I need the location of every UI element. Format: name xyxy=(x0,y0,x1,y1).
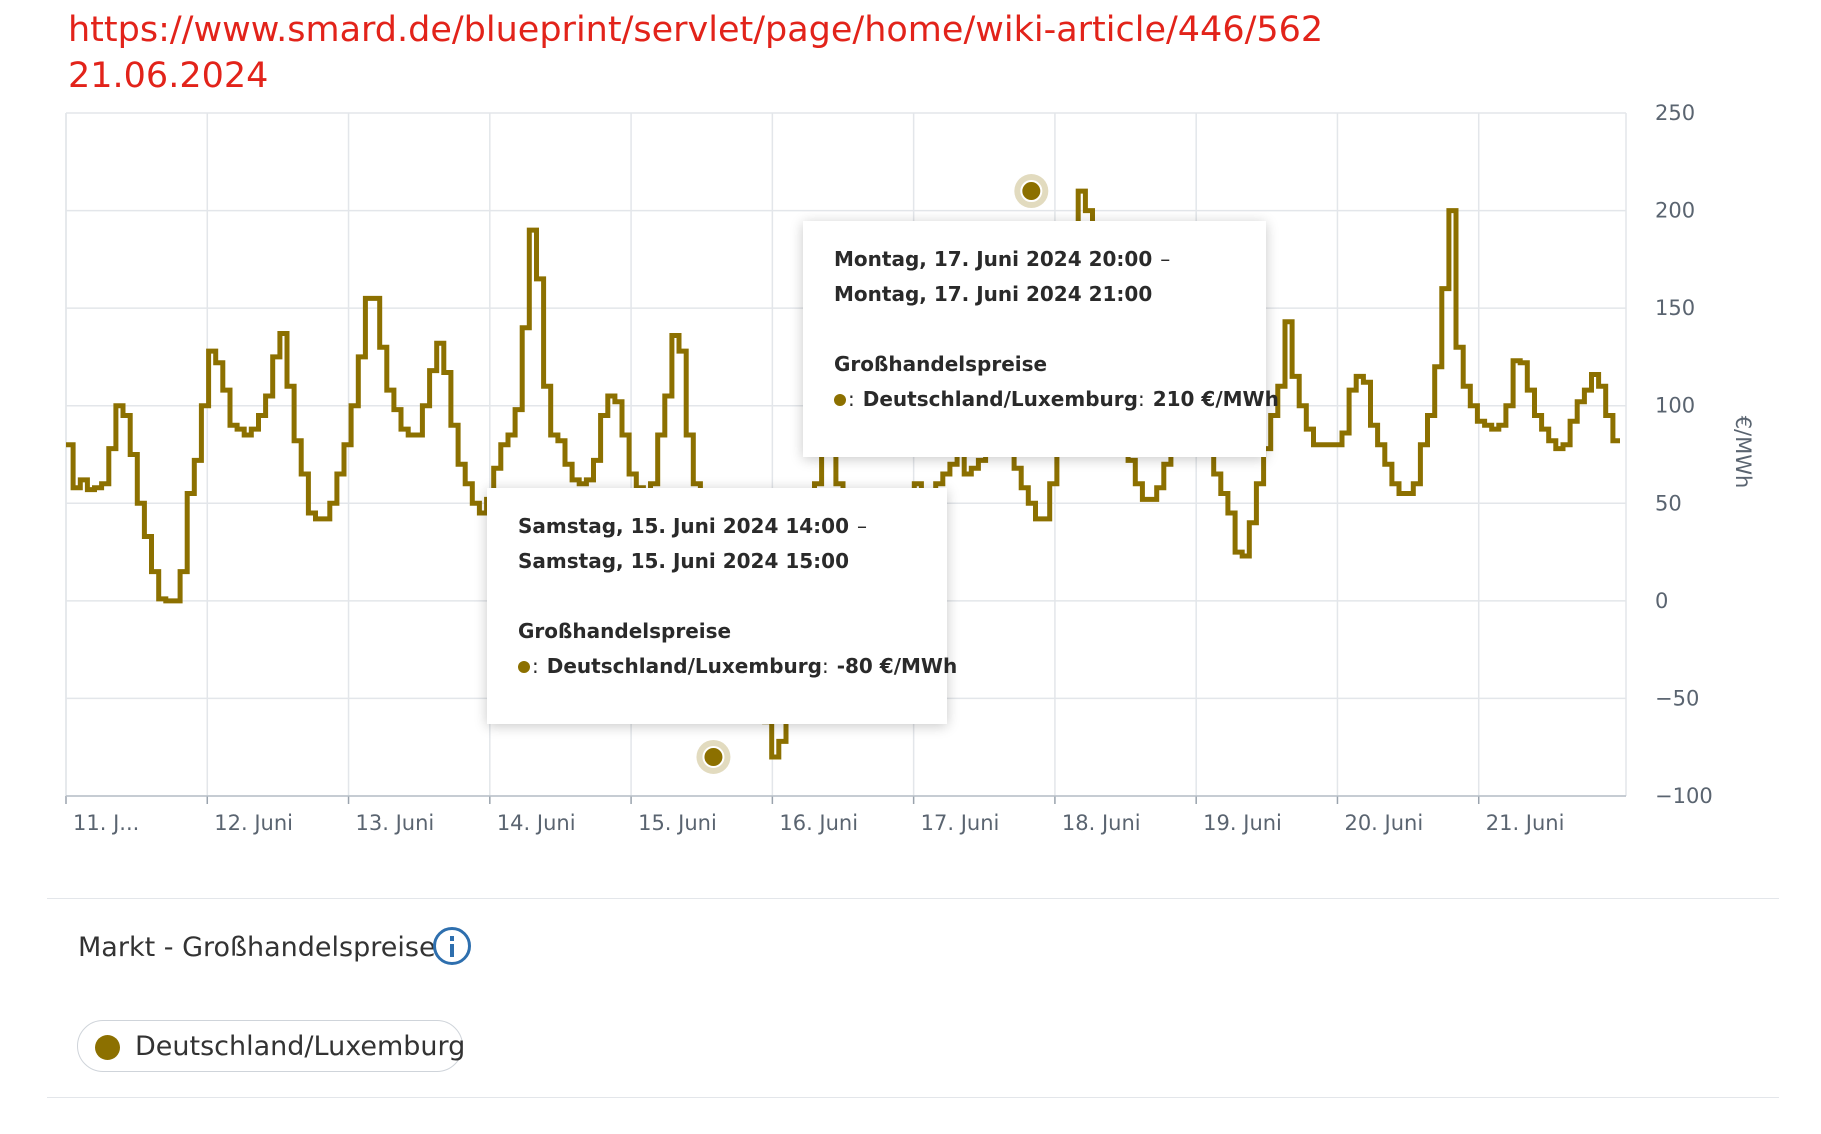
y-tick-label: 50 xyxy=(1655,491,1682,515)
source-url: https://www.smard.de/blueprint/servlet/p… xyxy=(68,10,1324,50)
info-icon[interactable] xyxy=(433,927,471,965)
tooltip-category: Großhandelspreise xyxy=(518,619,732,643)
tooltip-series: Deutschland/Luxemburg xyxy=(546,654,822,678)
x-tick-label: 14. Juni xyxy=(497,811,576,835)
tooltip-period-end: Montag, 17. Juni 2024 21:00 xyxy=(834,282,1153,306)
x-tick-label: 19. Juni xyxy=(1203,811,1282,835)
info-icon-bar xyxy=(450,944,454,957)
tooltip-category: Großhandelspreise xyxy=(834,352,1048,376)
legend-chip-deutschland-luxemburg[interactable]: Deutschland/Luxemburg xyxy=(77,1020,466,1072)
y-tick-label: −100 xyxy=(1655,784,1713,808)
tooltip-value: -80 €/MWh xyxy=(836,654,958,678)
marker-point xyxy=(1020,180,1043,203)
tooltip-value: 210 €/MWh xyxy=(1152,387,1279,411)
y-tick-label: 200 xyxy=(1655,199,1695,223)
series-dot-icon xyxy=(834,394,846,406)
y-tick-label: 250 xyxy=(1655,101,1695,125)
divider-bottom xyxy=(47,1097,1779,1098)
x-tick-label: 11. J... xyxy=(73,811,139,835)
series-dot-icon xyxy=(518,661,530,673)
panel-title: Markt - Großhandelspreise xyxy=(78,932,436,963)
x-tick-label: 15. Juni xyxy=(638,811,717,835)
marker-point xyxy=(702,745,725,768)
x-tick-label: 18. Juni xyxy=(1062,811,1141,835)
tooltip-dash: – xyxy=(857,514,867,538)
tooltip-series: Deutschland/Luxemburg xyxy=(862,387,1138,411)
y-tick-label: 0 xyxy=(1655,589,1668,613)
x-tick-label: 13. Juni xyxy=(356,811,435,835)
y-tick-label: 100 xyxy=(1655,394,1695,418)
tooltip-min: Samstag, 15. Juni 2024 14:00– Samstag, 1… xyxy=(487,488,957,724)
legend-label: Deutschland/Luxemburg xyxy=(135,1031,466,1062)
x-tick-label: 20. Juni xyxy=(1344,811,1423,835)
x-tick-label: 16. Juni xyxy=(779,811,858,835)
tooltip-dash: – xyxy=(1160,247,1171,271)
tooltip-period-start: Montag, 17. Juni 2024 20:00 xyxy=(834,247,1153,271)
chart-series xyxy=(66,188,1620,760)
y-axis-label: €/MWh xyxy=(1731,416,1755,489)
info-icon-dot xyxy=(450,936,454,941)
tooltip-period-start: Samstag, 15. Juni 2024 14:00 xyxy=(518,514,849,538)
x-tick-label: 17. Juni xyxy=(921,811,1000,835)
x-tick-label: 12. Juni xyxy=(214,811,293,835)
y-tick-label: 150 xyxy=(1655,296,1695,320)
chart-axes: 250 200 150 100 50 0 −50 −100 11. J... 12. Juni 13… xyxy=(65,101,1713,835)
y-tick-label: −50 xyxy=(1655,686,1699,710)
series-dot-icon xyxy=(95,1035,120,1060)
tooltip-period-end: Samstag, 15. Juni 2024 15:00 xyxy=(518,549,849,573)
x-tick-label: 21. Juni xyxy=(1486,811,1565,835)
capture-date: 21.06.2024 xyxy=(68,56,269,96)
divider-top xyxy=(47,898,1779,899)
chart-markers xyxy=(696,174,1049,774)
tooltip-max: Montag, 17. Juni 2024 20:00– Montag, 17.… xyxy=(803,221,1279,457)
series-line-deutschland-luxemburg xyxy=(66,188,1620,760)
